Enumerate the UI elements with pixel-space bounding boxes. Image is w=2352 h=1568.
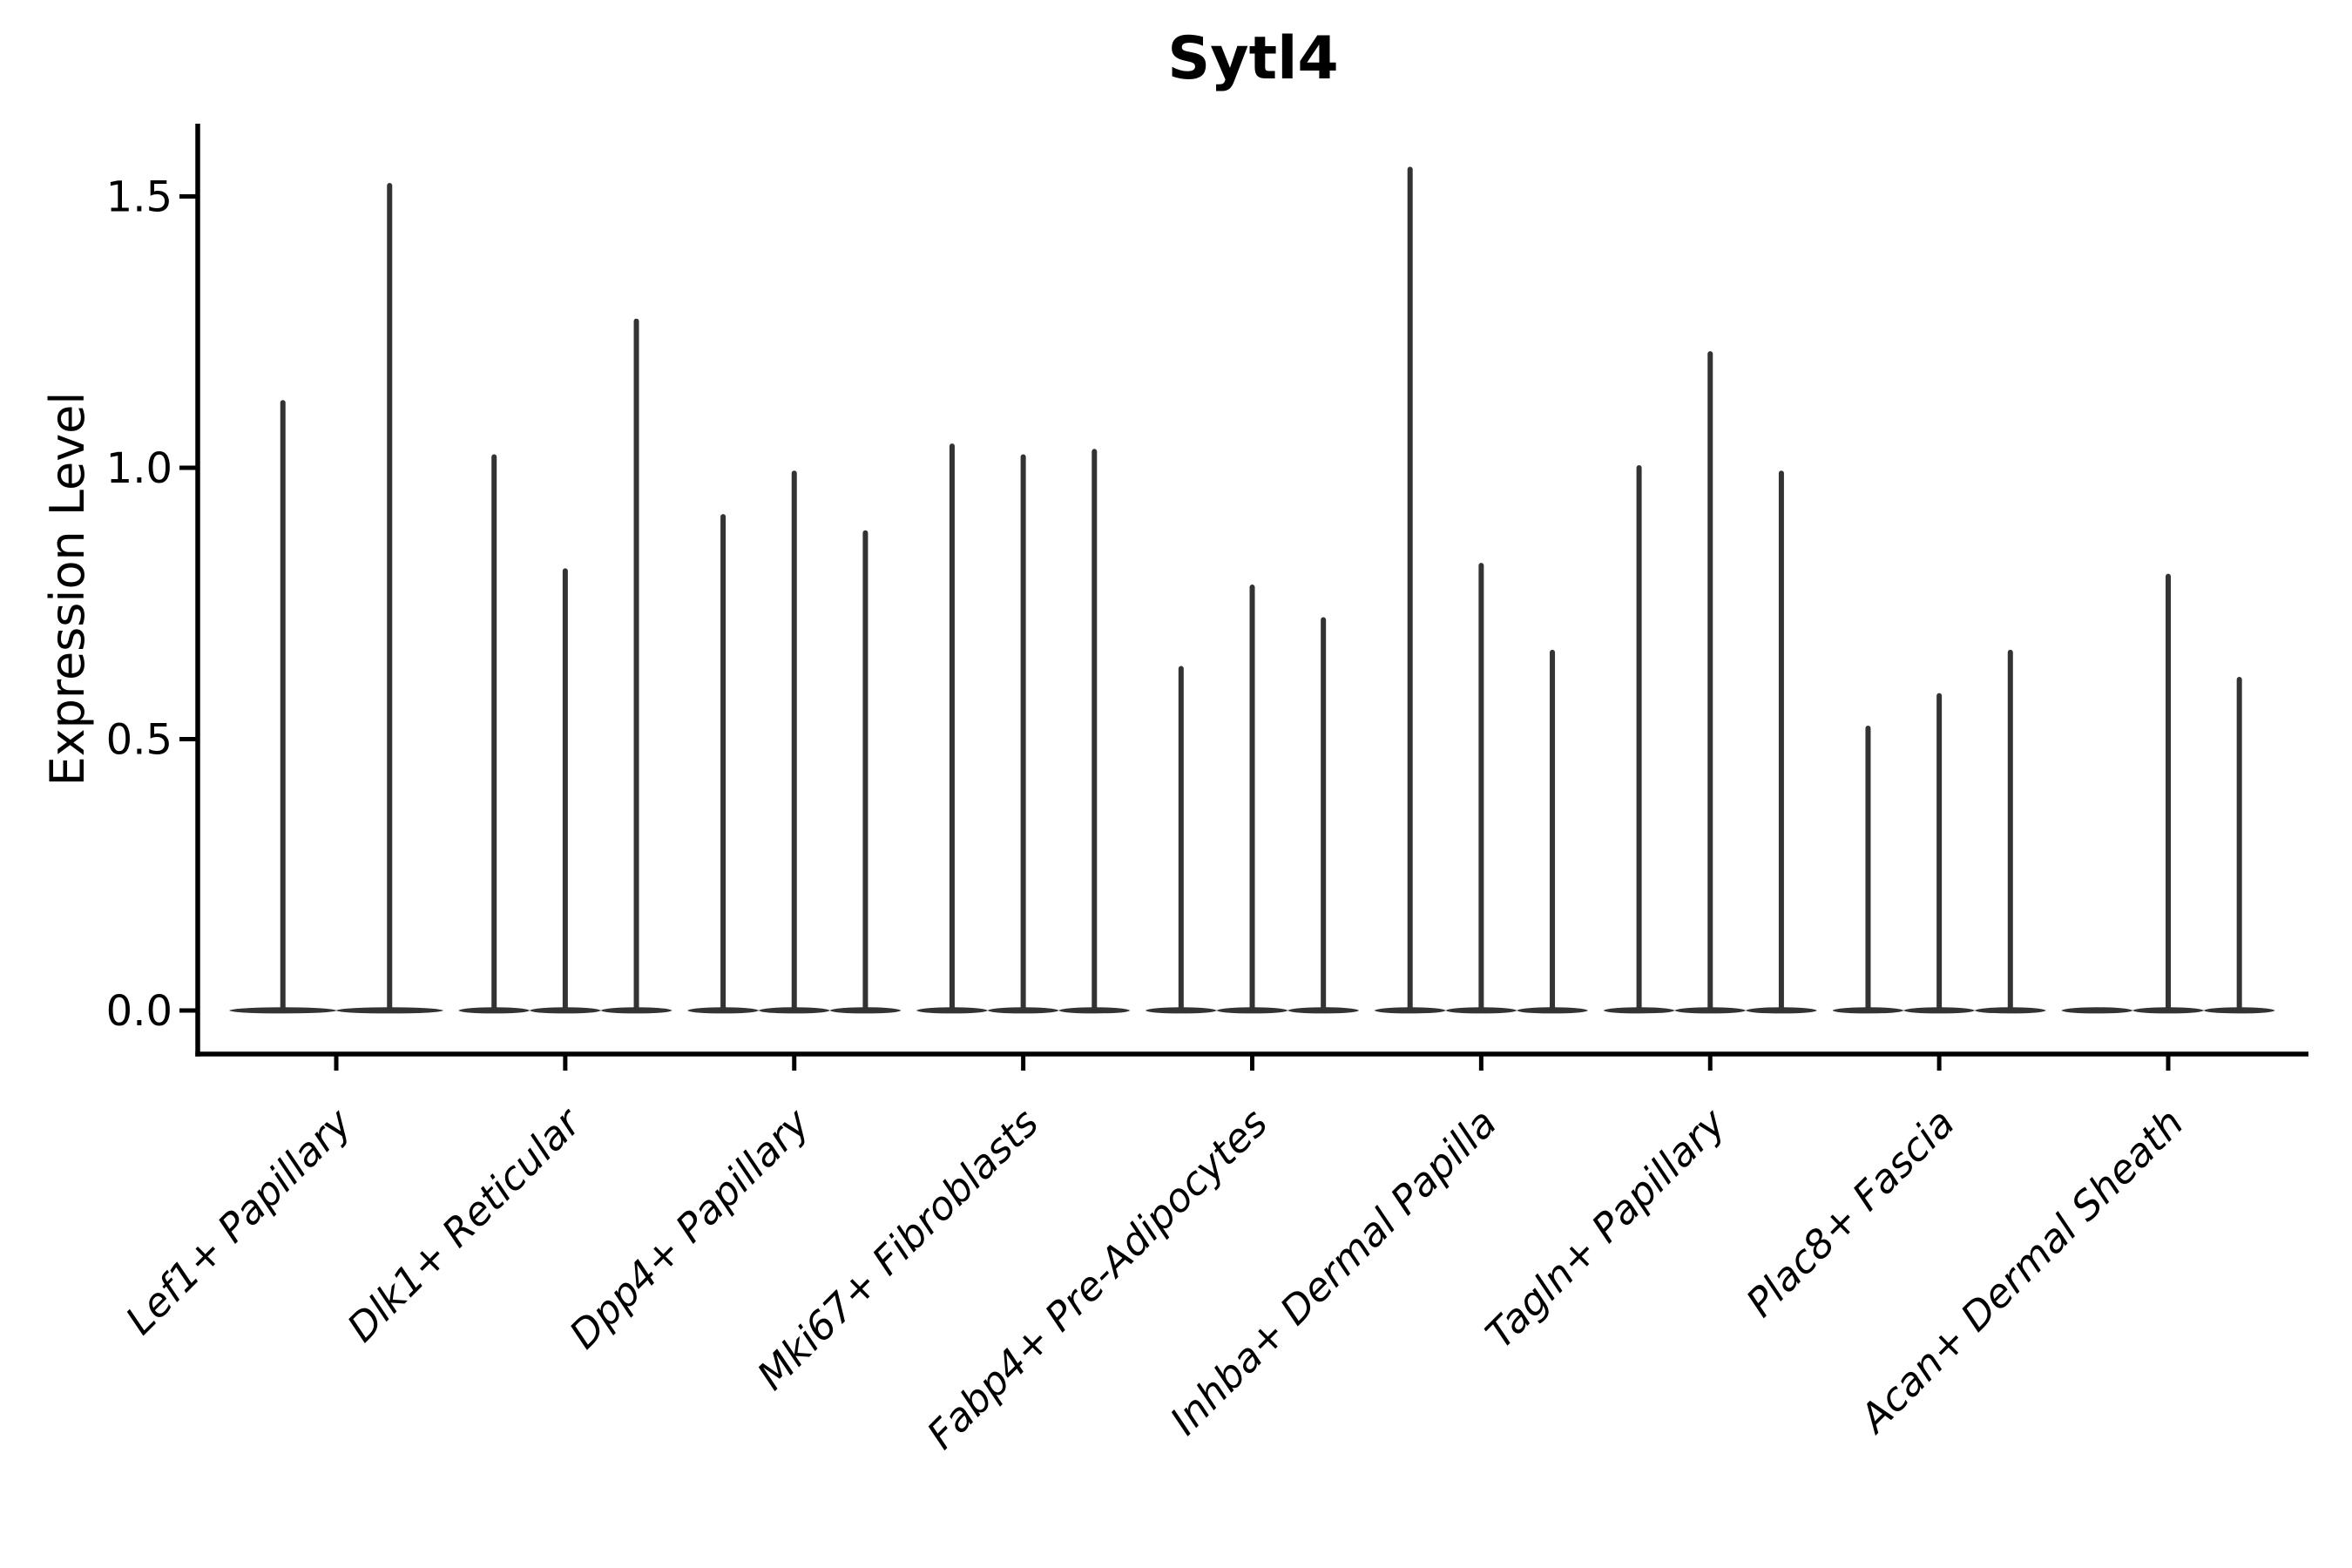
chart-title: Sytl4 bbox=[1167, 24, 1339, 93]
violin-base bbox=[2061, 1007, 2133, 1014]
x-tick-label: Plac8+ Fascia bbox=[1737, 1099, 1963, 1326]
x-tick-label: Dlk1+ Reticular bbox=[338, 1098, 591, 1351]
x-tick-label: Tagln+ Papillary bbox=[1477, 1098, 1735, 1357]
x-tick-label: Dpp4+ Papillary bbox=[560, 1098, 819, 1357]
x-tick-label: Lef1+ Papillary bbox=[117, 1098, 362, 1343]
y-tick-label: 0.5 bbox=[106, 716, 172, 765]
y-tick-label: 1.0 bbox=[106, 444, 172, 493]
y-tick-label: 0.0 bbox=[106, 987, 172, 1036]
y-tick-label: 1.5 bbox=[106, 173, 172, 222]
